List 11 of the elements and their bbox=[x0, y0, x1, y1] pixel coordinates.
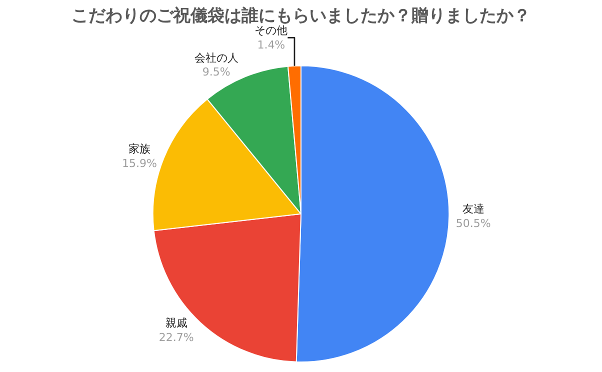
data-label: 50.5% bbox=[456, 216, 491, 230]
data-label: 1.4% bbox=[257, 38, 286, 52]
slice-label: その他 bbox=[254, 24, 288, 38]
slice-label: 親戚 bbox=[165, 316, 188, 330]
chart-title: こだわりのご祝儀袋は誰にもらいましたか？贈りましたか？ bbox=[72, 6, 530, 26]
data-label: 9.5% bbox=[202, 66, 230, 79]
data-label: 15.9% bbox=[122, 156, 157, 170]
slice-label: 友達 bbox=[462, 202, 484, 216]
slice-label: 家族 bbox=[128, 142, 150, 156]
data-label: 22.7% bbox=[158, 330, 194, 344]
slice-label: 会社の人 bbox=[194, 51, 238, 64]
